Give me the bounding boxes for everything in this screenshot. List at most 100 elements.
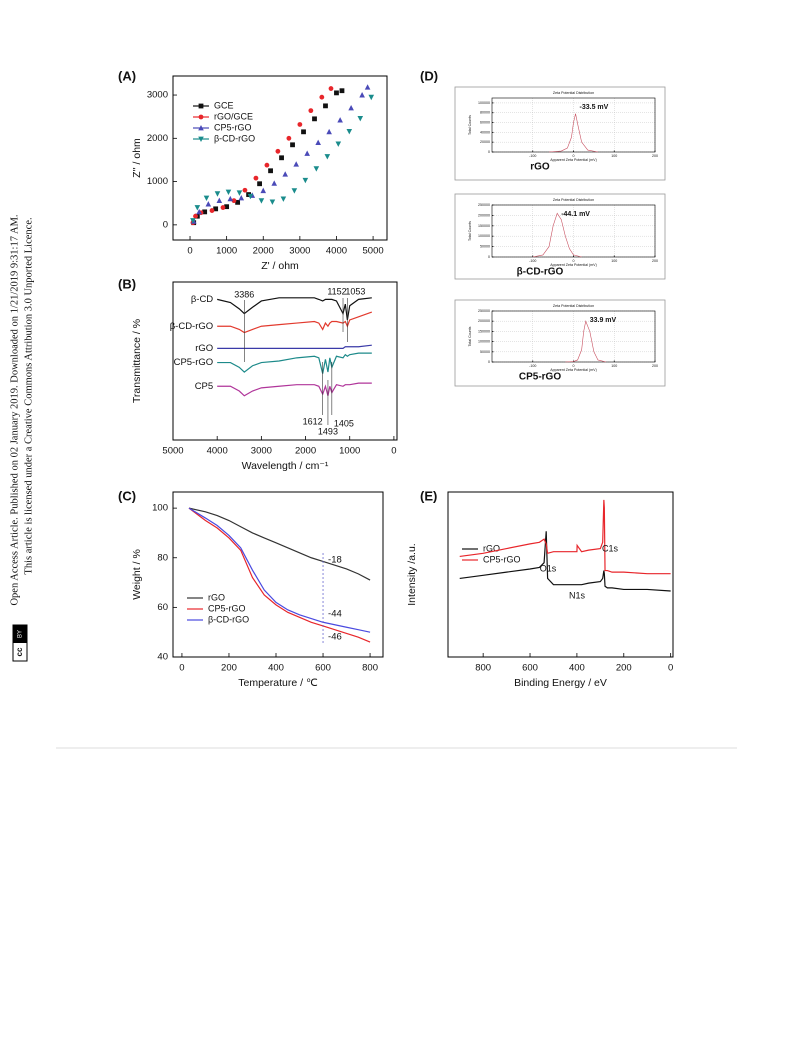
x-tick-label: 100: [611, 154, 617, 158]
marker: [216, 197, 223, 204]
panel-frame: [454, 193, 666, 280]
marker: [293, 161, 300, 167]
y-axis-label: Total Counts: [468, 115, 472, 135]
x-tick-label: 5000: [162, 446, 183, 457]
marker: [335, 141, 342, 147]
series-line: [459, 531, 671, 592]
peak-label: 1493: [318, 426, 338, 436]
loss-label: -18: [328, 555, 342, 566]
marker: [324, 154, 331, 160]
x-tick-label: 3000: [289, 246, 310, 257]
marker: [290, 142, 295, 148]
y-tick-label: 50000: [480, 350, 490, 354]
marker: [190, 218, 196, 224]
legend-label: GCE: [214, 100, 234, 110]
peak-label: N1s: [569, 590, 586, 600]
x-tick-label: -100: [529, 259, 536, 263]
marker: [213, 206, 219, 212]
peak-label: 3386: [234, 289, 254, 299]
marker: [260, 187, 267, 194]
sample-label: CP5-rGO: [519, 372, 561, 383]
y-tick-label: 50000: [480, 245, 490, 249]
loss-label: -44: [328, 609, 342, 620]
x-tick-label: 5000: [363, 246, 384, 257]
panel-label: (B): [118, 276, 136, 291]
peak-label: O1s: [540, 563, 557, 573]
marker: [291, 188, 298, 194]
curve-label: β-CD-rGO: [170, 321, 213, 332]
panel-label: (E): [420, 488, 437, 503]
marker: [264, 162, 270, 168]
marker: [364, 84, 371, 90]
x-tick-label: 200: [221, 663, 237, 674]
x-tick-label: 200: [652, 364, 658, 368]
marker: [202, 209, 208, 215]
peak-label: 33.9 mV: [590, 317, 617, 324]
series-line: [459, 499, 671, 575]
legend-label: CP5-rGO: [208, 603, 246, 613]
marker: [268, 168, 273, 174]
chart-title: Zeta Potential Distribution: [553, 304, 594, 308]
x-axis-label: Wavelength / cm⁻¹: [242, 460, 329, 472]
plot-area: [172, 281, 398, 441]
x-tick-label: 2000: [295, 446, 316, 457]
legend-label: β-CD-rGO: [208, 614, 249, 624]
series-line: [217, 382, 372, 397]
marker: [194, 205, 201, 211]
panel-frame: [454, 86, 666, 181]
legend-label: CP5-rGO: [214, 122, 252, 132]
series-line: [217, 311, 373, 334]
marker: [203, 195, 210, 202]
y-axis-label: Z'' / ohm: [131, 138, 143, 178]
peak-label: C1s: [602, 543, 619, 553]
x-tick-label: 200: [652, 154, 658, 158]
x-tick-label: 400: [268, 663, 284, 674]
plot-area: [447, 491, 674, 658]
series-line: [188, 507, 371, 581]
y-tick-label: 200000: [478, 213, 490, 217]
marker: [339, 88, 345, 94]
y-tick-label: 80: [157, 552, 168, 563]
marker: [304, 150, 310, 156]
y-tick-label: 0: [163, 219, 168, 230]
y-tick-label: 60: [157, 602, 168, 613]
x-tick-label: 1000: [216, 246, 237, 257]
series-line: [565, 320, 607, 363]
legend-marker: [198, 103, 204, 109]
x-tick-label: 1000: [339, 446, 360, 457]
peak-label: -33.5 mV: [580, 104, 609, 111]
x-tick-label: -100: [529, 154, 536, 158]
x-tick-label: 0: [391, 446, 396, 457]
marker: [209, 208, 215, 213]
y-tick-label: 150000: [478, 329, 490, 333]
x-tick-label: 0: [573, 259, 575, 263]
marker: [258, 198, 265, 204]
y-tick-label: 0: [488, 360, 490, 364]
marker: [308, 108, 314, 114]
marker: [236, 190, 243, 196]
marker: [279, 155, 284, 161]
y-tick-label: 100000: [478, 234, 490, 238]
y-tick-label: 200000: [478, 319, 490, 323]
y-axis-label: Weight / %: [131, 549, 143, 600]
y-tick-label: 100000: [478, 340, 490, 344]
y-tick-label: 40: [157, 652, 168, 663]
y-tick-label: 20000: [480, 140, 490, 144]
marker: [326, 128, 332, 135]
marker: [301, 129, 306, 135]
marker: [235, 199, 241, 205]
plot-area: [491, 204, 656, 258]
legend-label: rGO/GCE: [214, 111, 253, 121]
panel-frame: [454, 299, 666, 387]
cc-badge: cc BY: [12, 624, 28, 662]
marker: [286, 135, 292, 141]
marker: [297, 122, 303, 127]
marker: [313, 166, 320, 172]
x-axis-label: Apparent Zeta Potential (mV): [550, 158, 597, 162]
plot-area: [491, 310, 656, 363]
y-tick-label: 1000: [147, 176, 168, 187]
legend-marker: [198, 114, 204, 120]
x-tick-label: 600: [315, 663, 331, 674]
